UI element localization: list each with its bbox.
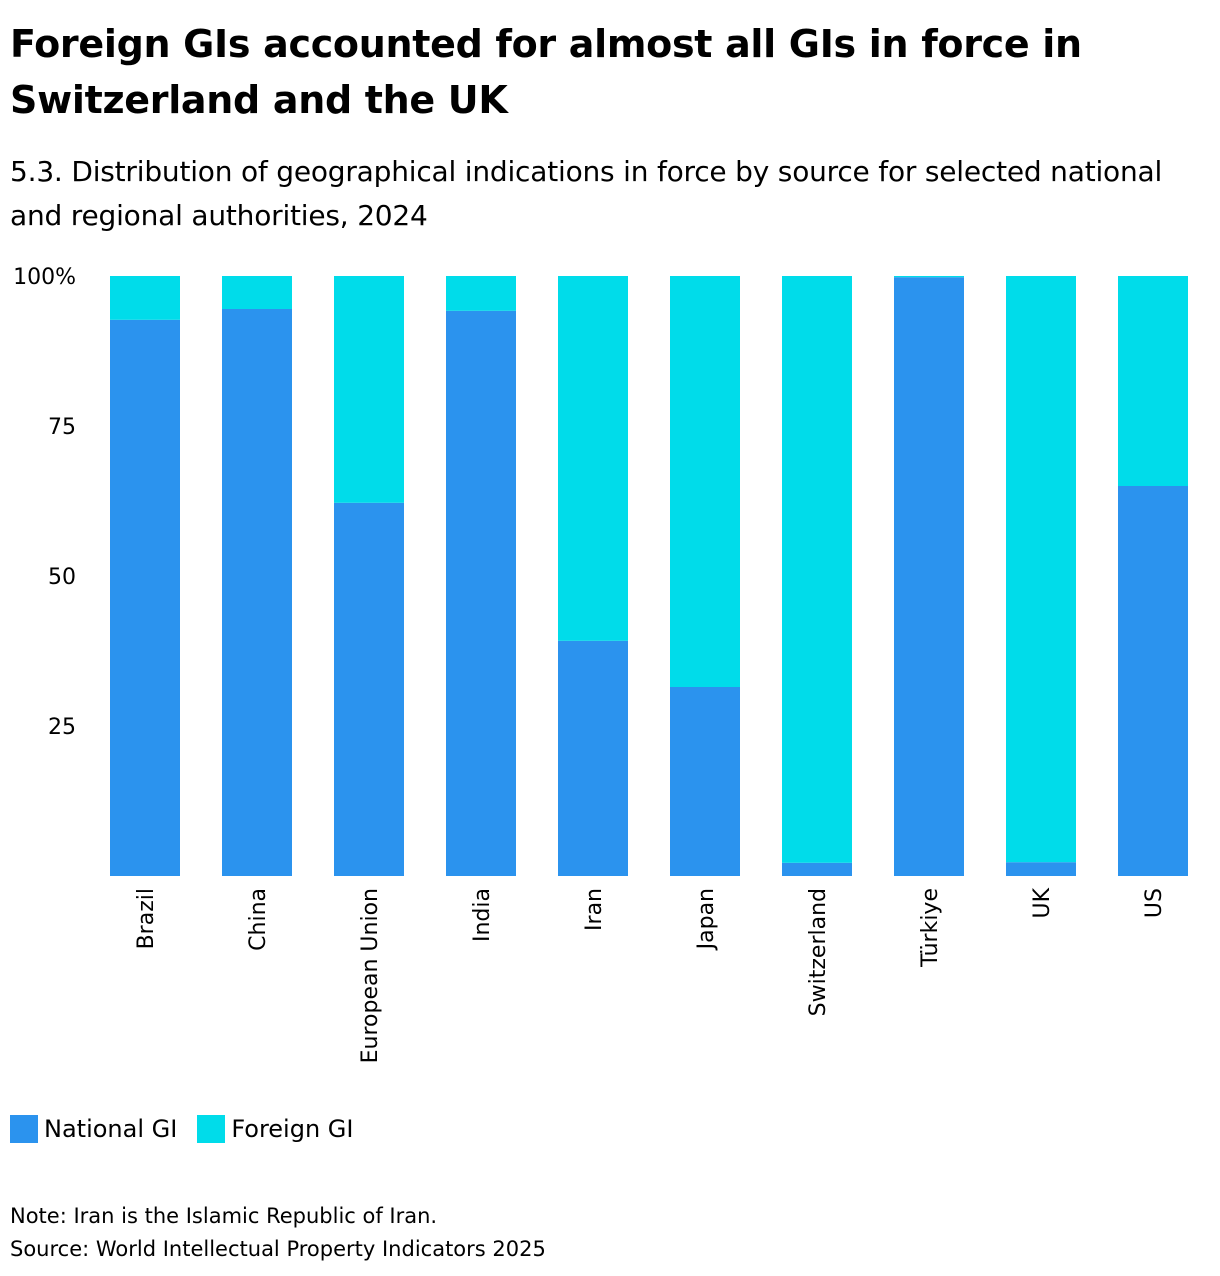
bar-foreign-switzerland	[782, 276, 852, 863]
footer-source: Source: World Intellectual Property Indi…	[10, 1237, 546, 1261]
x-tick-label: Switzerland	[806, 888, 831, 1016]
bar-national-uk	[1006, 862, 1076, 876]
bar-foreign-india	[446, 276, 516, 311]
bar-national-t-rkiye	[894, 277, 964, 876]
bar-foreign-iran	[558, 276, 628, 641]
legend-item-foreign: Foreign GI	[197, 1112, 353, 1146]
bar-national-china	[222, 309, 292, 876]
x-tick-label: Brazil	[134, 888, 159, 949]
y-tick-label: 50	[48, 565, 76, 590]
y-tick-label: 25	[48, 715, 76, 740]
x-tick-label: UK	[1030, 887, 1055, 918]
bar-national-japan	[670, 687, 740, 876]
y-tick-label: 75	[48, 415, 76, 440]
bar-foreign-japan	[670, 276, 740, 687]
y-tick-label: 100%	[13, 265, 76, 290]
legend: National GI Foreign GI	[10, 1112, 373, 1146]
bar-foreign-china	[222, 276, 292, 309]
x-tick-label: Japan	[694, 888, 719, 951]
footer-note: Note: Iran is the Islamic Republic of Ir…	[10, 1204, 438, 1228]
bar-foreign-brazil	[110, 276, 180, 320]
x-tick-label: Iran	[582, 888, 607, 931]
legend-label-national: National GI	[44, 1115, 178, 1143]
x-tick-label: China	[246, 888, 271, 951]
bar-national-india	[446, 310, 516, 876]
legend-swatch-national	[10, 1115, 38, 1143]
legend-item-national: National GI	[10, 1112, 177, 1146]
bar-national-switzerland	[782, 862, 852, 876]
legend-label-foreign: Foreign GI	[231, 1115, 354, 1143]
bar-national-iran	[558, 640, 628, 876]
x-tick-label: US	[1142, 888, 1167, 918]
bar-national-us	[1118, 486, 1188, 876]
x-tick-label: Türkiye	[918, 888, 943, 968]
chart-title: Foreign GIs accounted for almost all GIs…	[10, 22, 1082, 122]
bar-foreign-t-rkiye	[894, 276, 964, 278]
footer: Note: Iran is the Islamic Republic of Ir…	[10, 1200, 546, 1266]
bar-national-european-union	[334, 502, 404, 876]
stacked-bar-chart: 25 50 75 100% Brazil China European Union India…	[13, 265, 1188, 1063]
bar-foreign-us	[1118, 276, 1188, 486]
x-tick-label: India	[470, 888, 495, 942]
bar-foreign-uk	[1006, 276, 1076, 863]
bar-national-brazil	[110, 319, 180, 876]
bar-foreign-european-union	[334, 276, 404, 503]
chart-subtitle: 5.3. Distribution of geographical indica…	[10, 155, 1163, 232]
x-tick-label: European Union	[358, 888, 383, 1063]
legend-swatch-foreign	[197, 1115, 226, 1143]
